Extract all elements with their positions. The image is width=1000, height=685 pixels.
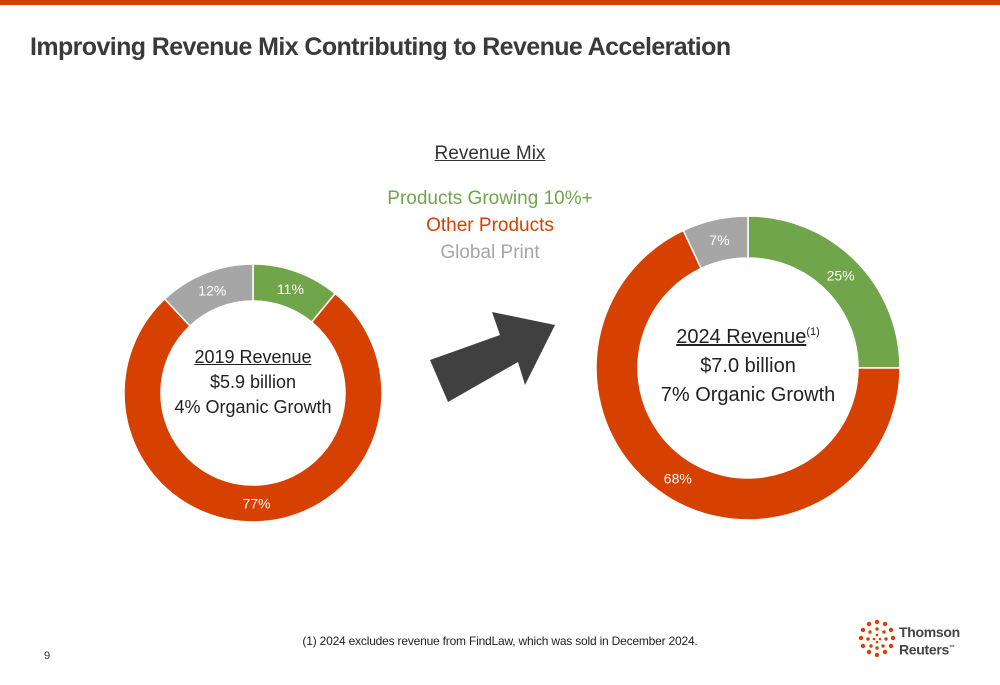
center-text-2019: 2019 Revenue $5.9 billion 4% Organic Gro… — [153, 345, 353, 420]
center-heading-2019: 2019 Revenue — [194, 347, 312, 367]
slice-label: 12% — [198, 282, 226, 298]
donut-chart-2019: 11% 77% 12% — [123, 263, 383, 523]
thomson-reuters-logo: Thomson Reuters™ — [858, 619, 978, 663]
legend-entry-global-print: Global Print — [440, 242, 540, 263]
center-value-2024: $7.0 billion — [700, 354, 796, 377]
logo-line1: Thomson — [899, 624, 960, 640]
slice-label: 7% — [709, 232, 729, 248]
logo-line2: Reuters — [899, 641, 950, 658]
logo-tm: ™ — [949, 645, 955, 651]
legend-title: Revenue Mix — [434, 143, 546, 164]
donut-chart-2024: 25% 68% 7% — [595, 215, 901, 521]
legend-entry-other-products: Other Products — [426, 215, 554, 236]
growth-arrow-icon — [430, 312, 555, 402]
center-value-2019: $5.9 billion — [209, 372, 297, 392]
slice-label: 77% — [242, 495, 270, 511]
center-text-2024: 2024 Revenue(1) $7.0 billion 7% Organic … — [648, 318, 848, 410]
donut-slice-other-products — [595, 229, 901, 521]
logo-text: Thomson Reuters™ — [899, 624, 960, 658]
donut-slice-global-print — [682, 215, 749, 270]
center-growth-2019: 4% Organic Growth — [174, 397, 332, 417]
legend-entry-products-growing: Products Growing 10%+ — [387, 188, 593, 209]
footnote: (1) 2024 excludes revenue from FindLaw, … — [302, 634, 698, 648]
slice-label: 68% — [664, 471, 692, 487]
donut-slice-other-products — [123, 292, 383, 523]
page-number: 9 — [44, 650, 51, 662]
slice-label: 11% — [277, 281, 304, 297]
center-growth-2024: 7% Organic Growth — [660, 383, 836, 406]
center-heading-2024: 2024 Revenue — [676, 325, 807, 348]
revenue-mix-legend: Revenue Mix Products Growing 10%+ Other … — [380, 143, 600, 266]
slice-label: 25% — [827, 267, 855, 283]
top-accent-bar — [0, 0, 1000, 5]
donut-slice-global-print — [163, 263, 254, 327]
logo-dots-icon — [858, 619, 896, 658]
center-footnote-mark-2024: (1) — [806, 326, 820, 338]
page-title: Improving Revenue Mix Contributing to Re… — [30, 33, 731, 61]
